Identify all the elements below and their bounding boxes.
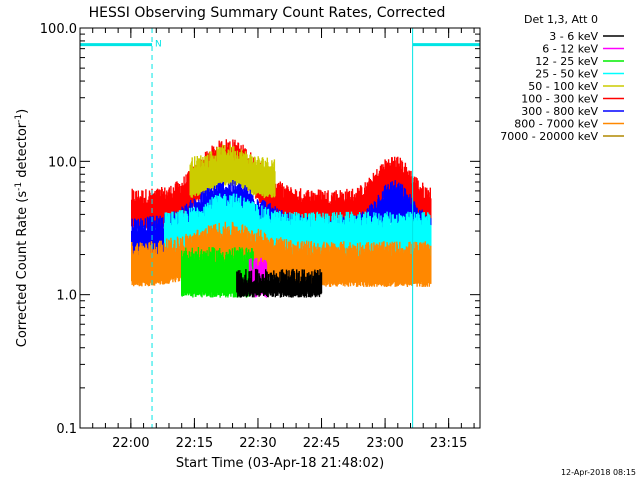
y-tick-label: 10.0 [48, 155, 77, 170]
plot-frame [79, 27, 481, 429]
legend-entry: 100 - 300 keV [521, 93, 624, 106]
legend-label: 50 - 100 keV [528, 80, 598, 93]
x-tick-label: 22:15 [176, 436, 213, 451]
legend-label: 300 - 800 keV [521, 105, 598, 118]
x-tick-label: 23:15 [430, 436, 467, 451]
data-layer [131, 139, 432, 298]
legend-label: 800 - 7000 keV [514, 118, 598, 131]
y-axis-label-end: ) [15, 109, 30, 114]
legend-label: 12 - 25 keV [535, 55, 598, 68]
series-3-6-kev [236, 268, 323, 298]
y-axis-label-main: Corrected Count Rate (s [15, 191, 30, 348]
x-axis-label: Start Time (03-Apr-18 21:48:02) [176, 456, 384, 471]
footer-timestamp: 12-Apr-2018 08:15 [561, 468, 636, 477]
y-axis-label-sup2: -1 [14, 114, 24, 123]
x-tick-label: 22:45 [303, 436, 340, 451]
legend-label: 100 - 300 keV [521, 93, 598, 106]
legend-entry: 800 - 7000 keV [514, 118, 624, 131]
series-trace [236, 268, 323, 298]
legend-label: 6 - 12 keV [542, 43, 598, 56]
legend-entry: 300 - 800 keV [521, 105, 624, 118]
legend-entry: 7000 - 20000 keV [500, 130, 624, 143]
x-axis: 22:00 22:15 22:30 22:45 23:00 23:15 [79, 28, 475, 451]
legend-entry: 6 - 12 keV [542, 43, 624, 56]
attenuator-label: N [155, 40, 162, 50]
legend-label: 7000 - 20000 keV [500, 130, 598, 143]
chart-title: HESSI Observing Summary Count Rates, Cor… [89, 5, 446, 21]
y-tick-label: 0.1 [56, 422, 77, 437]
y-axis-label-mid: detector [15, 122, 30, 182]
legend-label: 25 - 50 keV [535, 68, 598, 81]
series-trace [189, 144, 276, 199]
legend-entry: 12 - 25 keV [535, 55, 624, 68]
x-tick-label: 22:00 [112, 436, 149, 451]
y-axis: 0.1 1.0 10.0 100.0 [40, 22, 480, 437]
legend-label: 3 - 6 keV [549, 30, 598, 43]
legend-entry: 25 - 50 keV [535, 68, 624, 81]
legend-entry: 3 - 6 keV [549, 30, 624, 43]
y-axis-label: Corrected Count Rate (s-1 detector-1) [14, 109, 30, 347]
y-tick-label: 1.0 [56, 289, 77, 304]
x-tick-label: 22:30 [239, 436, 276, 451]
y-tick-label: 100.0 [40, 22, 77, 37]
series-50-100-kev [189, 144, 276, 199]
x-tick-label: 23:00 [366, 436, 403, 451]
legend-entry: 50 - 100 keV [528, 80, 624, 93]
legend-header: Det 1,3, Att 0 [524, 13, 598, 26]
y-axis-label-sup1: -1 [14, 182, 24, 191]
